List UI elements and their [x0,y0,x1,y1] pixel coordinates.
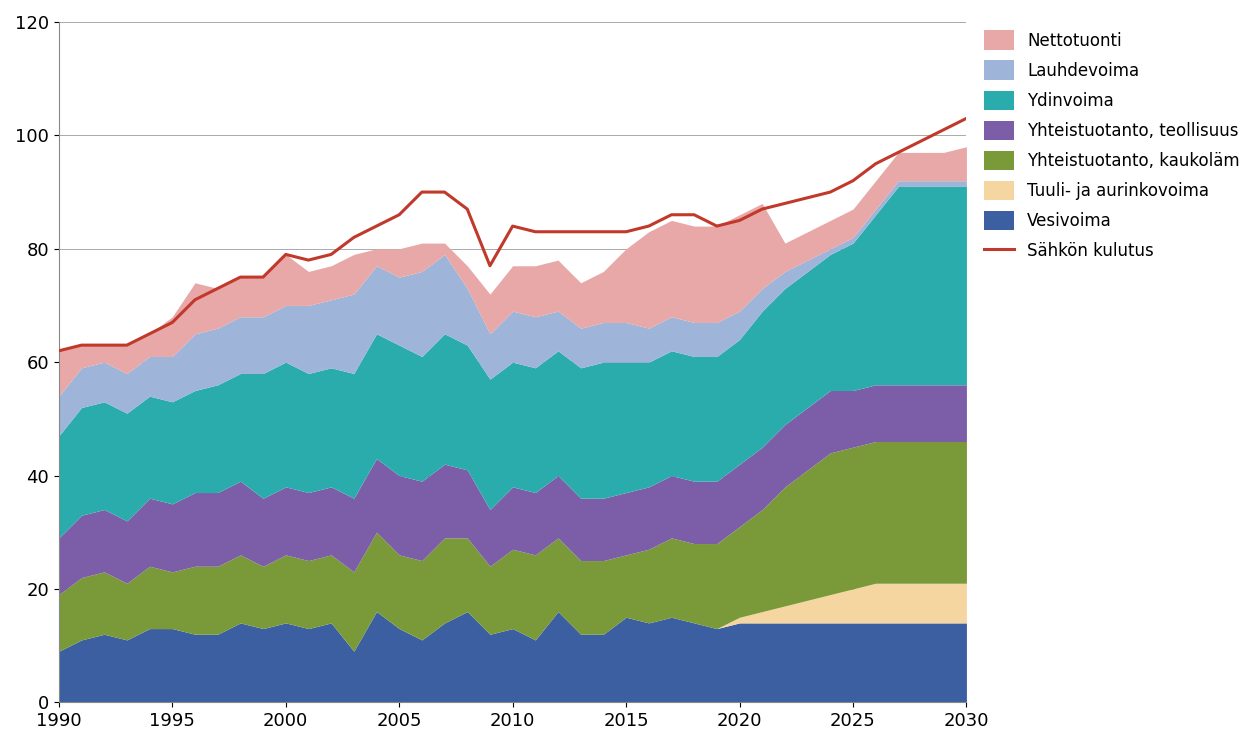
Legend: Nettotuonti, Lauhdevoima, Ydinvoima, Yhteistuotanto, teollisuus, Yhteistuotanto,: Nettotuonti, Lauhdevoima, Ydinvoima, Yht… [984,31,1239,260]
